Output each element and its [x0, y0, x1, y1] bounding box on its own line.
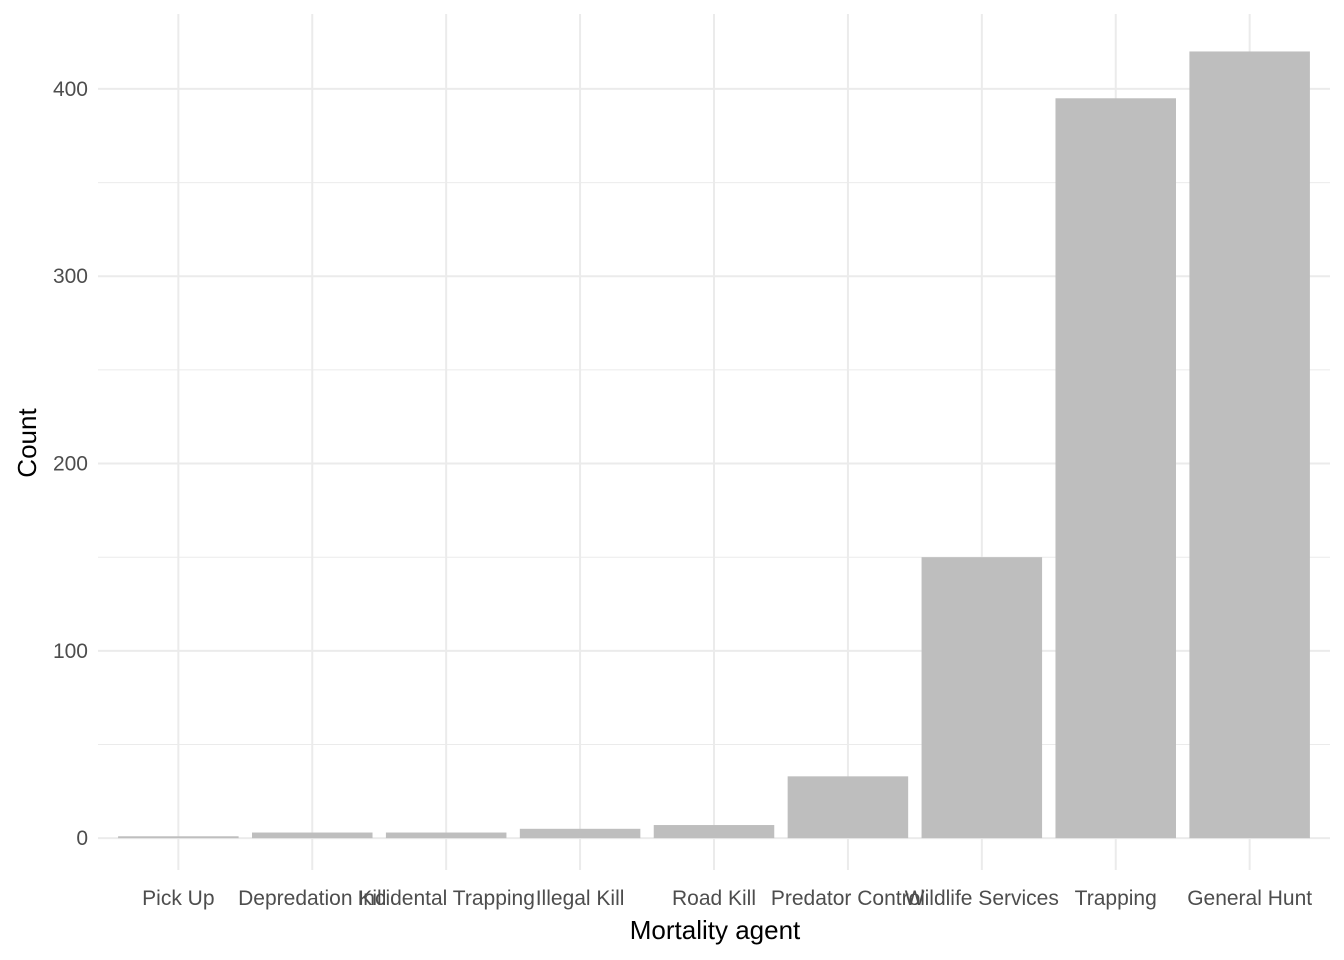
x-tick-label: Illegal Kill [536, 887, 625, 910]
bar [118, 836, 239, 839]
x-tick-label: Trapping [1075, 887, 1157, 910]
y-tick-label: 0 [76, 827, 88, 850]
x-tick-label: Wildlife Services [905, 887, 1059, 910]
y-axis-title: Count [12, 408, 42, 478]
y-tick-label: 400 [53, 78, 88, 101]
bars [118, 51, 1310, 839]
bar [519, 828, 641, 839]
y-tick-label: 200 [53, 453, 88, 476]
bar [1055, 98, 1176, 839]
x-tick-label: Incidental Trapping [357, 887, 534, 910]
x-axis-title: Mortality agent [630, 915, 801, 945]
x-tick-label: Depredation Kill [238, 887, 386, 910]
y-tick-label: 100 [53, 640, 88, 663]
bar [787, 776, 909, 839]
bar [653, 825, 775, 839]
bar [385, 832, 507, 839]
x-tick-label: General Hunt [1187, 887, 1312, 910]
bar [252, 832, 373, 839]
y-tick-label: 300 [53, 265, 88, 288]
x-tick-label: Pick Up [142, 887, 214, 910]
bar [921, 557, 1043, 839]
y-tick-labels: 0 100 200 300 400 [53, 78, 88, 850]
x-tick-label: Predator Control [771, 887, 925, 910]
x-tick-label: Road Kill [672, 887, 756, 910]
bar [1189, 51, 1310, 839]
